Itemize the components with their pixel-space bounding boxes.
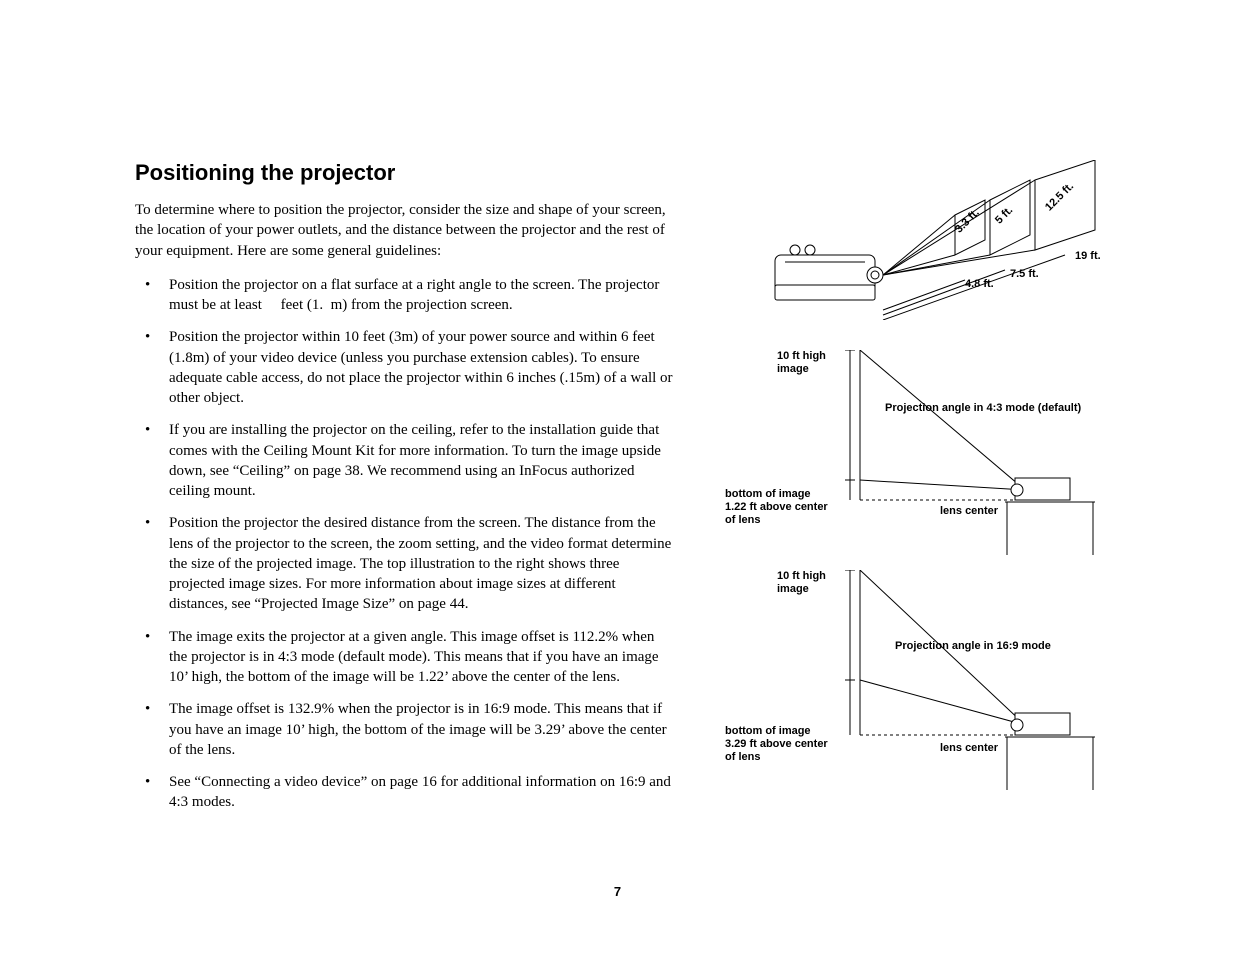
- mode-label-43: Projection angle in 4:3 mode (default): [885, 402, 1081, 415]
- lens-label-169: lens center: [940, 742, 998, 755]
- bullet-item: Position the projector within 10 feet (3…: [163, 327, 675, 408]
- bullet-item: The image exits the projector at a given…: [163, 627, 675, 688]
- text-column: Positioning the projector To determine w…: [135, 160, 675, 825]
- bullet-item: The image offset is 132.9% when the proj…: [163, 699, 675, 760]
- content-row: Positioning the projector To determine w…: [135, 160, 1155, 825]
- angle-43-svg: [725, 350, 1125, 560]
- distance-label-1: 4.8 ft.: [965, 278, 994, 291]
- diagram-column: 4.8 ft. 7.5 ft. 19 ft. 3.3 ft. 5 ft. 12.…: [725, 160, 1125, 825]
- mode-label-169: Projection angle in 16:9 mode: [895, 640, 1051, 653]
- distance-label-2: 7.5 ft.: [1010, 268, 1039, 281]
- page-title: Positioning the projector: [135, 160, 675, 186]
- bottom-label-43: bottom of image 1.22 ft above center of …: [725, 488, 845, 528]
- bullet-item: Position the projector the desired dista…: [163, 513, 675, 614]
- page: Positioning the projector To determine w…: [0, 0, 1235, 954]
- lens-label-43: lens center: [940, 505, 998, 518]
- projector-distance-svg: [765, 160, 1145, 320]
- top-diagram: 4.8 ft. 7.5 ft. 19 ft. 3.3 ft. 5 ft. 12.…: [765, 160, 1125, 320]
- angle-169-svg: [725, 570, 1125, 800]
- distance-label-3: 19 ft.: [1075, 250, 1101, 263]
- bot-diagram: 10 ft high image Projection angle in 16:…: [725, 570, 1125, 800]
- bullet-item: If you are installing the projector on t…: [163, 420, 675, 501]
- bottom-label-169: bottom of image 3.29 ft above center of …: [725, 725, 845, 765]
- bullet-list: Position the projector on a flat surface…: [135, 275, 675, 813]
- image-height-label-169: 10 ft high image: [777, 570, 897, 596]
- intro-paragraph: To determine where to position the proje…: [135, 200, 675, 261]
- mid-diagram: 10 ft high image Projection angle in 4:3…: [725, 350, 1125, 560]
- bullet-item: See “Connecting a video device” on page …: [163, 772, 675, 813]
- bullet-item: Position the projector on a flat surface…: [163, 275, 675, 316]
- page-number: 7: [0, 884, 1235, 899]
- image-height-label-43: 10 ft high image: [777, 350, 897, 376]
